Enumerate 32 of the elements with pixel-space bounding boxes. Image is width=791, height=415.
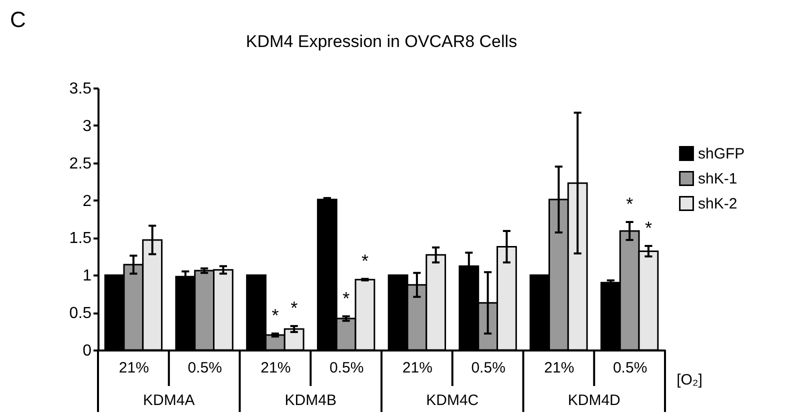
data-label: * [626, 194, 634, 214]
x-tick-label: 21% [118, 360, 149, 376]
x-tick-label: 21% [544, 360, 574, 376]
y-tick-label: 0.5 [69, 305, 92, 322]
data-label: * [644, 218, 652, 238]
x-axis-title: [O₂] [676, 372, 702, 388]
y-tick-label: 2 [82, 192, 92, 210]
y-tick-label: 0 [82, 342, 92, 360]
data-label: * [342, 288, 350, 308]
data-label: * [361, 250, 368, 271]
y-tick-label: 1 [82, 268, 92, 285]
text: KDM4B [284, 392, 336, 409]
text: KDM4A [143, 392, 195, 409]
x-tick-label: 0.5% [329, 360, 364, 376]
text: KDM4C [426, 392, 479, 409]
data-label: * [290, 298, 298, 318]
text: KDM4D [568, 392, 621, 409]
x-tick-label: 21% [260, 360, 291, 376]
text: C [10, 7, 26, 32]
legend-label: shK-1 [698, 170, 738, 188]
y-tick-label: 2.5 [69, 155, 92, 172]
x-tick-label: 0.5% [612, 360, 648, 376]
legend-label: shGFP [698, 146, 745, 162]
y-tick-label: 1.5 [69, 230, 92, 248]
x-tick-label: 21% [402, 360, 432, 376]
y-tick-label: 3 [82, 118, 92, 135]
legend-label: shK-2 [698, 196, 738, 212]
chart-title: KDM4 Expression in OVCAR8 Cells [246, 32, 518, 51]
y-tick-label: 3.5 [69, 80, 92, 98]
data-label: * [272, 306, 279, 326]
x-tick-label: 0.5% [471, 360, 506, 376]
x-tick-label: 0.5% [188, 360, 222, 376]
